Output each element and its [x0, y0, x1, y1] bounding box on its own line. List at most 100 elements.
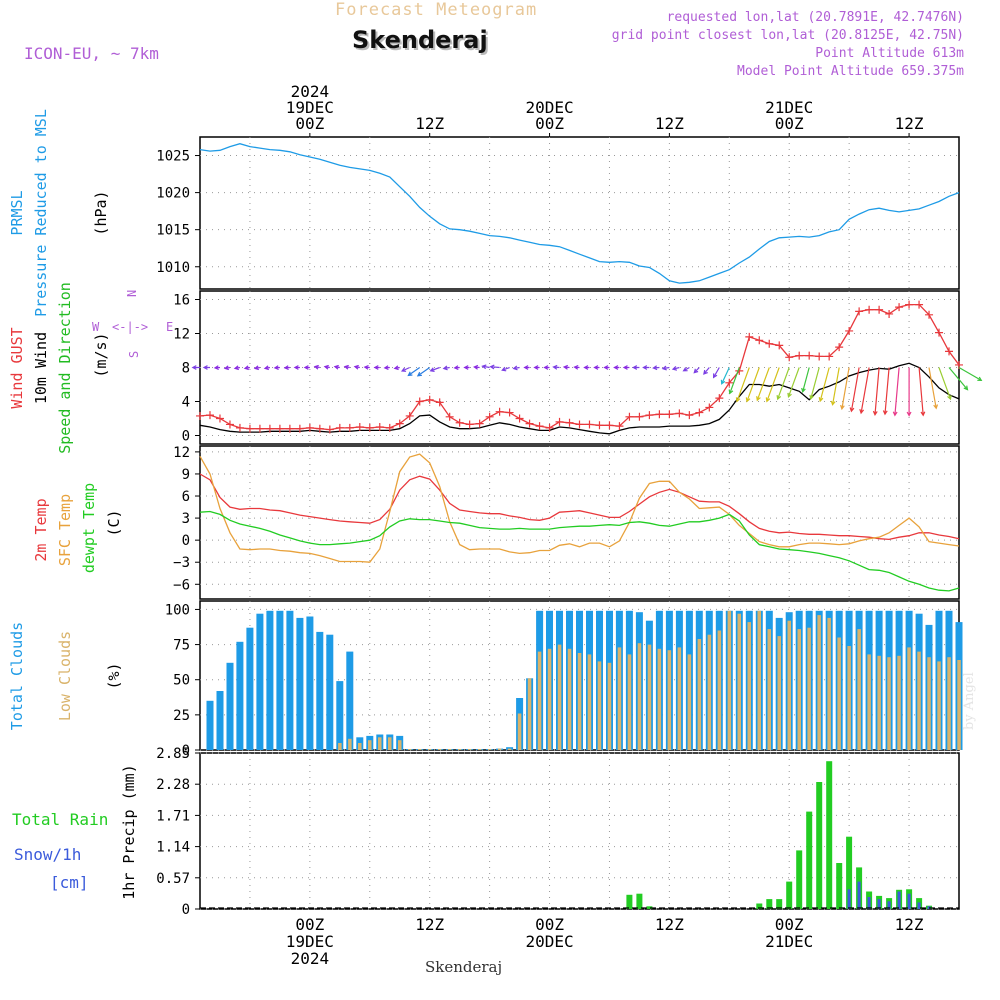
wind-arrow	[191, 365, 200, 370]
time-label-top: 21DEC	[765, 98, 813, 117]
bar-low-clouds	[937, 661, 941, 750]
gust-marker	[865, 305, 874, 314]
wind-arrow	[787, 367, 800, 398]
gust-marker	[265, 424, 274, 433]
wind-arrow	[562, 364, 570, 370]
bar-rain	[756, 903, 763, 909]
bar-total-clouds	[276, 610, 284, 750]
gust-marker	[475, 419, 484, 428]
compass-w: W	[92, 320, 100, 334]
wind-arrow	[632, 365, 640, 370]
gust-marker	[335, 423, 344, 432]
time-label-bottom: 00Z	[535, 915, 564, 934]
gust-marker	[285, 424, 294, 433]
bar-low-clouds	[507, 748, 512, 750]
y-tick-label: −6	[173, 577, 190, 593]
bar-total-clouds	[236, 641, 244, 750]
ylabel-2m-temp: 2m Temp	[32, 498, 50, 561]
bar-low-clouds	[368, 740, 372, 750]
bar-low-clouds	[338, 743, 342, 750]
wind-arrow	[776, 367, 790, 401]
ylabel-gust: Wind GUST	[8, 327, 26, 408]
gust-marker	[395, 419, 404, 428]
gust-marker	[685, 411, 694, 420]
wind-arrow	[958, 366, 983, 382]
gust-marker	[715, 394, 724, 403]
bar-low-clouds	[907, 647, 911, 750]
wind-arrow	[543, 365, 550, 370]
wind-arrow	[473, 364, 480, 370]
gust-marker	[905, 300, 914, 309]
wind-arrow	[735, 367, 750, 403]
panel-frame	[199, 136, 960, 290]
gust-marker	[445, 412, 454, 421]
time-label-bottom: 12Z	[655, 915, 684, 934]
wind-arrow	[343, 364, 350, 370]
wind-arrow	[202, 365, 210, 370]
gust-marker	[425, 395, 434, 404]
bar-low-clouds	[677, 647, 682, 750]
wind-arrow	[642, 365, 650, 370]
gust-marker	[505, 408, 514, 417]
wind-arrow	[263, 365, 271, 371]
time-label-top: 00Z	[535, 114, 564, 133]
ylabel-total-clouds: Total Clouds	[8, 622, 26, 730]
wind-arrow	[533, 365, 540, 370]
y-tick-label: 0	[182, 429, 190, 445]
bar-snow	[887, 901, 891, 909]
ylabel-pct: (%)	[105, 662, 123, 689]
wind-arrow	[593, 365, 600, 370]
gust-marker	[785, 353, 794, 362]
wind-arrow	[682, 366, 690, 372]
time-label-bottom: 21DEC	[765, 932, 813, 951]
wind-arrow	[512, 365, 520, 371]
bar-low-clouds	[627, 654, 632, 750]
ylabel-ms: (m/s)	[92, 332, 110, 377]
wind-arrow	[453, 365, 460, 371]
gust-marker	[355, 423, 364, 431]
bar-low-clouds	[697, 639, 702, 750]
footer-location: Skenderaj	[425, 958, 503, 976]
place-name: Skenderaj	[352, 26, 488, 54]
y-tick-label: 12	[173, 327, 190, 343]
wind-arrow	[501, 366, 510, 372]
bar-low-clouds	[767, 629, 771, 750]
wind-arrow	[481, 364, 490, 370]
wind-arrow	[918, 367, 926, 417]
time-label-top: 12Z	[895, 114, 924, 133]
bar-snow	[867, 897, 871, 909]
wind-arrow	[407, 367, 421, 377]
gust-marker	[815, 352, 824, 361]
time-label-top: 20DEC	[525, 98, 573, 117]
wind-arrow	[892, 367, 900, 417]
y-tick-label: 50	[173, 673, 190, 689]
bar-low-clouds	[587, 654, 592, 750]
bar-low-clouds	[418, 749, 422, 750]
y-tick-label: 16	[173, 293, 190, 309]
bar-low-clouds	[657, 648, 662, 750]
wind-arrow	[489, 364, 500, 370]
gust-marker	[595, 421, 604, 430]
wind-arrow	[948, 367, 969, 391]
bar-low-clouds	[437, 749, 442, 750]
time-label-bottom: 12Z	[895, 915, 924, 934]
gust-marker	[745, 332, 754, 341]
bar-snow	[897, 891, 901, 909]
bar-low-clouds	[837, 637, 841, 750]
bar-low-clouds	[537, 651, 542, 750]
bar-snow	[847, 889, 851, 909]
wind-arrow	[523, 365, 530, 370]
bar-low-clouds	[398, 740, 402, 750]
wind-arrow	[652, 365, 660, 371]
gust-marker	[325, 425, 334, 434]
gust-marker	[495, 407, 504, 416]
panel-precip: 0 0.57 1.14 1.71 2.28 2.85	[156, 746, 960, 918]
gust-marker	[775, 341, 784, 350]
wind-arrow	[333, 364, 340, 370]
wind-arrow	[712, 367, 720, 379]
time-label-bottom: 12Z	[415, 915, 444, 934]
bar-low-clouds	[667, 650, 672, 750]
chart-title: Forecast Meteogram	[335, 0, 538, 20]
gust-marker	[895, 303, 904, 312]
